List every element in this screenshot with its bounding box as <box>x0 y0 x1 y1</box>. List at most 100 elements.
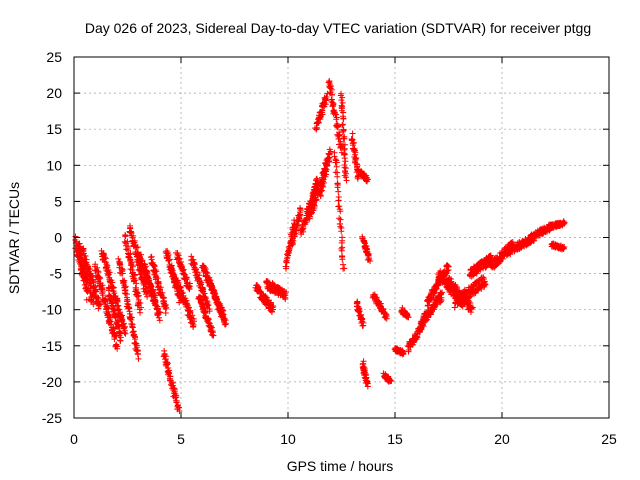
data-point <box>129 324 136 331</box>
data-point <box>459 303 466 310</box>
data-point <box>81 276 88 283</box>
data-point <box>191 318 198 325</box>
data-point <box>328 96 335 103</box>
data-point <box>360 319 367 326</box>
data-point <box>205 320 212 327</box>
data-point <box>322 166 329 173</box>
data-point <box>92 288 99 295</box>
data-point <box>144 271 151 278</box>
data-point <box>438 294 445 301</box>
y-tick-label: 0 <box>54 230 62 246</box>
y-tick-label: -20 <box>42 374 62 390</box>
x-tick-label: 10 <box>280 431 296 447</box>
data-points <box>72 77 568 414</box>
data-point <box>319 107 326 114</box>
data-point <box>341 150 348 157</box>
data-point <box>336 203 343 210</box>
data-point <box>169 382 176 389</box>
data-point <box>165 251 172 258</box>
data-point <box>99 288 106 295</box>
data-point <box>334 173 341 180</box>
data-point <box>92 261 99 268</box>
data-point <box>82 284 89 291</box>
data-point <box>339 122 346 129</box>
data-point <box>196 278 203 285</box>
data-point <box>322 171 329 178</box>
data-point <box>340 135 347 142</box>
data-point <box>342 165 349 172</box>
data-point <box>339 256 346 263</box>
data-point <box>121 323 128 330</box>
data-point <box>124 238 131 245</box>
data-point <box>96 274 103 281</box>
data-point <box>124 245 131 252</box>
data-point <box>336 215 343 222</box>
data-point <box>175 404 182 411</box>
data-point <box>342 158 349 165</box>
data-point <box>113 332 120 339</box>
data-point <box>82 252 89 259</box>
data-point <box>222 321 229 328</box>
data-point <box>283 257 290 264</box>
data-point <box>326 77 333 84</box>
data-point <box>114 345 121 352</box>
data-point <box>137 299 144 306</box>
data-point <box>124 300 131 307</box>
data-point <box>363 379 370 386</box>
data-point <box>363 178 370 185</box>
x-tick-label: 25 <box>601 431 617 447</box>
data-point <box>358 316 365 323</box>
data-point <box>335 188 342 195</box>
y-axis-label: SDTVAR / TECUs <box>6 182 22 294</box>
data-point <box>327 148 334 155</box>
data-point <box>399 349 406 356</box>
data-point <box>297 205 304 212</box>
data-point <box>163 360 170 367</box>
data-point <box>121 277 128 284</box>
y-tick-label: 25 <box>46 49 62 65</box>
data-point <box>292 227 299 234</box>
y-tick-label: -5 <box>50 266 63 282</box>
data-point <box>388 377 395 384</box>
data-point <box>166 256 173 263</box>
data-point <box>116 260 123 267</box>
data-point <box>89 276 96 283</box>
data-point <box>105 271 112 278</box>
data-point <box>122 290 129 297</box>
data-point <box>133 280 140 287</box>
data-point <box>205 302 212 309</box>
data-point <box>360 239 367 246</box>
data-point <box>130 232 137 239</box>
data-point <box>107 318 114 325</box>
data-point <box>152 266 159 273</box>
data-point <box>149 289 156 296</box>
data-point <box>119 270 126 277</box>
data-point <box>509 239 516 246</box>
data-point <box>451 304 458 311</box>
data-point <box>317 191 324 198</box>
data-point <box>431 290 438 297</box>
data-point <box>119 317 126 324</box>
grid-lines <box>74 57 609 418</box>
data-point <box>153 268 160 275</box>
data-point <box>117 313 124 320</box>
data-point <box>209 332 216 339</box>
data-point <box>84 288 91 295</box>
data-point <box>283 288 290 295</box>
data-point <box>97 275 104 282</box>
data-point <box>313 196 320 203</box>
data-point <box>282 292 289 299</box>
data-point <box>159 289 166 296</box>
data-point <box>126 305 133 312</box>
data-point <box>134 348 141 355</box>
data-point <box>289 224 296 231</box>
data-point <box>174 280 181 287</box>
x-tick-label: 0 <box>70 431 78 447</box>
data-point <box>129 263 136 270</box>
data-point <box>561 219 568 226</box>
data-point <box>400 350 407 357</box>
data-point <box>94 268 101 275</box>
data-point <box>339 121 346 128</box>
data-point <box>382 314 389 321</box>
data-point <box>94 264 101 271</box>
